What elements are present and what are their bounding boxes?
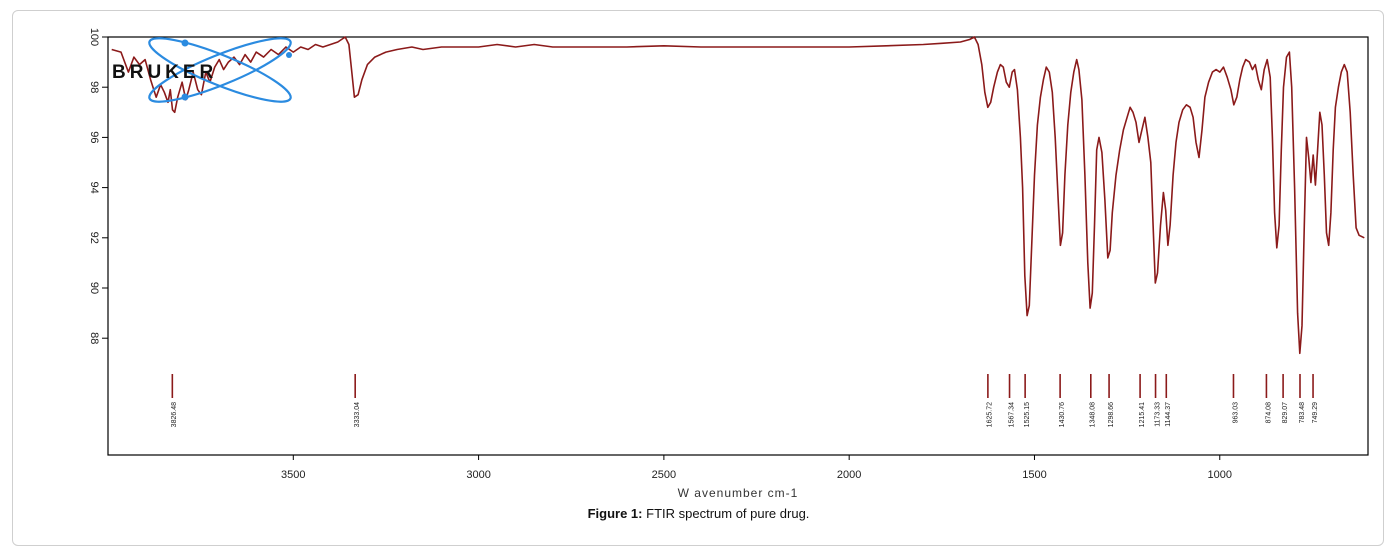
x-axis-label: W avenumber cm-1 bbox=[678, 486, 799, 500]
y-tick-label: 94 bbox=[88, 181, 100, 193]
peak-label: 749.29 bbox=[1312, 402, 1319, 424]
x-axis-ticks: 3500 3000 2500 2000 1500 1000 bbox=[281, 455, 1232, 481]
x-tick-label: 2000 bbox=[837, 469, 861, 481]
peak-label: 1348.08 bbox=[1090, 402, 1097, 427]
plot-area bbox=[108, 37, 1368, 455]
x-tick-label: 2500 bbox=[652, 469, 676, 481]
figure-caption: Figure 1: FTIR spectrum of pure drug. bbox=[0, 506, 1397, 521]
peak-label: 3333.04 bbox=[354, 402, 361, 427]
y-tick-label: 100 bbox=[88, 28, 100, 46]
y-axis-ticks: 100 98 96 94 92 90 88 bbox=[88, 28, 108, 345]
y-tick-label: 96 bbox=[88, 131, 100, 143]
peak-label: 3826.48 bbox=[171, 402, 178, 427]
x-tick-label: 1500 bbox=[1022, 469, 1046, 481]
logo-text: BRUKER bbox=[112, 62, 217, 83]
y-tick-label: 90 bbox=[88, 282, 100, 294]
spectrum-line bbox=[112, 37, 1365, 353]
peak-label: 963.03 bbox=[1232, 402, 1239, 424]
peak-label: 1525.15 bbox=[1024, 402, 1031, 427]
caption-label: Figure 1: bbox=[588, 506, 643, 521]
peak-label: 1625.72 bbox=[987, 402, 994, 427]
peak-label: 783.48 bbox=[1299, 402, 1306, 424]
bruker-logo: BRUKER bbox=[112, 28, 296, 113]
x-tick-label: 3000 bbox=[466, 469, 490, 481]
y-tick-label: 98 bbox=[88, 81, 100, 93]
peak-label: 1430.76 bbox=[1059, 402, 1066, 427]
x-tick-label: 1000 bbox=[1208, 469, 1232, 481]
spectrum-series bbox=[112, 37, 1365, 353]
peak-markers: 3826.48 3333.04 1625.72 1567.34 1525.15 1430.… bbox=[171, 374, 1319, 427]
peak-label: 1144.37 bbox=[1165, 402, 1172, 427]
ftir-chart: 100 98 96 94 92 90 88 3500 3000 2500 2000 1500 1000… bbox=[0, 0, 1397, 500]
peak-label: 1173.33 bbox=[1154, 402, 1161, 427]
peak-label: 1298.66 bbox=[1108, 402, 1115, 427]
caption-text: FTIR spectrum of pure drug. bbox=[646, 506, 809, 521]
y-tick-label: 92 bbox=[88, 232, 100, 244]
peak-label: 1567.34 bbox=[1008, 402, 1015, 427]
peak-label: 1215.41 bbox=[1139, 402, 1146, 427]
peak-label: 874.08 bbox=[1265, 402, 1272, 424]
y-tick-label: 88 bbox=[88, 332, 100, 344]
x-tick-label: 3500 bbox=[281, 469, 305, 481]
peak-label: 829.07 bbox=[1282, 402, 1289, 424]
